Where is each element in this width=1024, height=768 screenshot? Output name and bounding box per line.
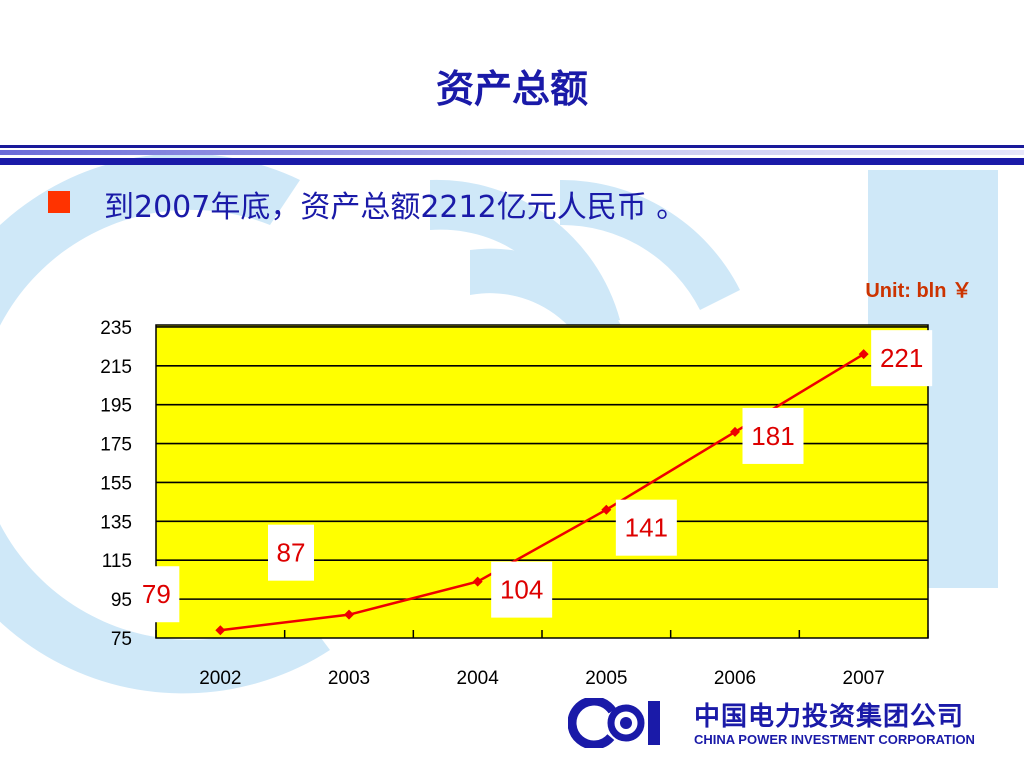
headline-text: 到2007年底，资产总额2212亿元人民币 。	[104, 190, 687, 225]
data-label-box	[491, 561, 553, 618]
data-point	[472, 576, 483, 587]
y-tick-label: 95	[111, 590, 132, 611]
logo-name-en: CHINA POWER INVESTMENT CORPORATION	[694, 732, 975, 747]
bullet-square-icon	[48, 191, 70, 213]
header-rule-thick	[0, 158, 1024, 165]
data-label-box	[871, 330, 933, 387]
data-point	[730, 426, 740, 437]
data-label: 87	[277, 538, 306, 568]
unit-label: Unit: bln ￥	[865, 280, 972, 302]
data-label: 181	[751, 421, 794, 451]
x-tick-label: 2006	[714, 668, 756, 689]
header-rule-thin	[0, 145, 1024, 148]
x-tick-label: 2002	[199, 668, 241, 689]
data-point	[858, 349, 869, 360]
y-tick-label: 155	[100, 473, 132, 494]
y-tick-label: 215	[100, 357, 132, 378]
data-label-box	[268, 524, 314, 581]
y-tick-label: 195	[100, 396, 132, 417]
y-tick-label: 135	[100, 512, 132, 533]
data-label-box	[615, 499, 677, 556]
cpi-logo-icon	[568, 698, 660, 748]
header-rule-gradient	[0, 150, 1024, 155]
y-tick-label: 75	[111, 629, 132, 650]
y-tick-label: 115	[102, 551, 132, 572]
data-point	[601, 504, 612, 515]
data-point	[344, 609, 354, 620]
slide-title: 资产总额	[435, 67, 588, 111]
logo-name-cn: 中国电力投资集团公司	[694, 702, 965, 732]
x-tick-label: 2003	[328, 668, 370, 689]
company-logo: 中国电力投资集团公司 CHINA POWER INVESTMENT CORPOR…	[568, 696, 1008, 752]
data-label-box	[742, 407, 804, 464]
data-label: 221	[880, 343, 923, 373]
y-tick-label: 175	[100, 435, 132, 456]
x-tick-label: 2004	[457, 668, 500, 689]
data-label: 104	[500, 575, 543, 605]
x-tick-label: 2007	[843, 668, 885, 689]
data-label-box	[133, 566, 180, 623]
data-label: 79	[142, 579, 171, 609]
y-tick-label: 235	[100, 318, 132, 339]
data-point	[215, 625, 226, 636]
x-tick-label: 2005	[585, 668, 627, 689]
data-label: 141	[625, 513, 668, 543]
